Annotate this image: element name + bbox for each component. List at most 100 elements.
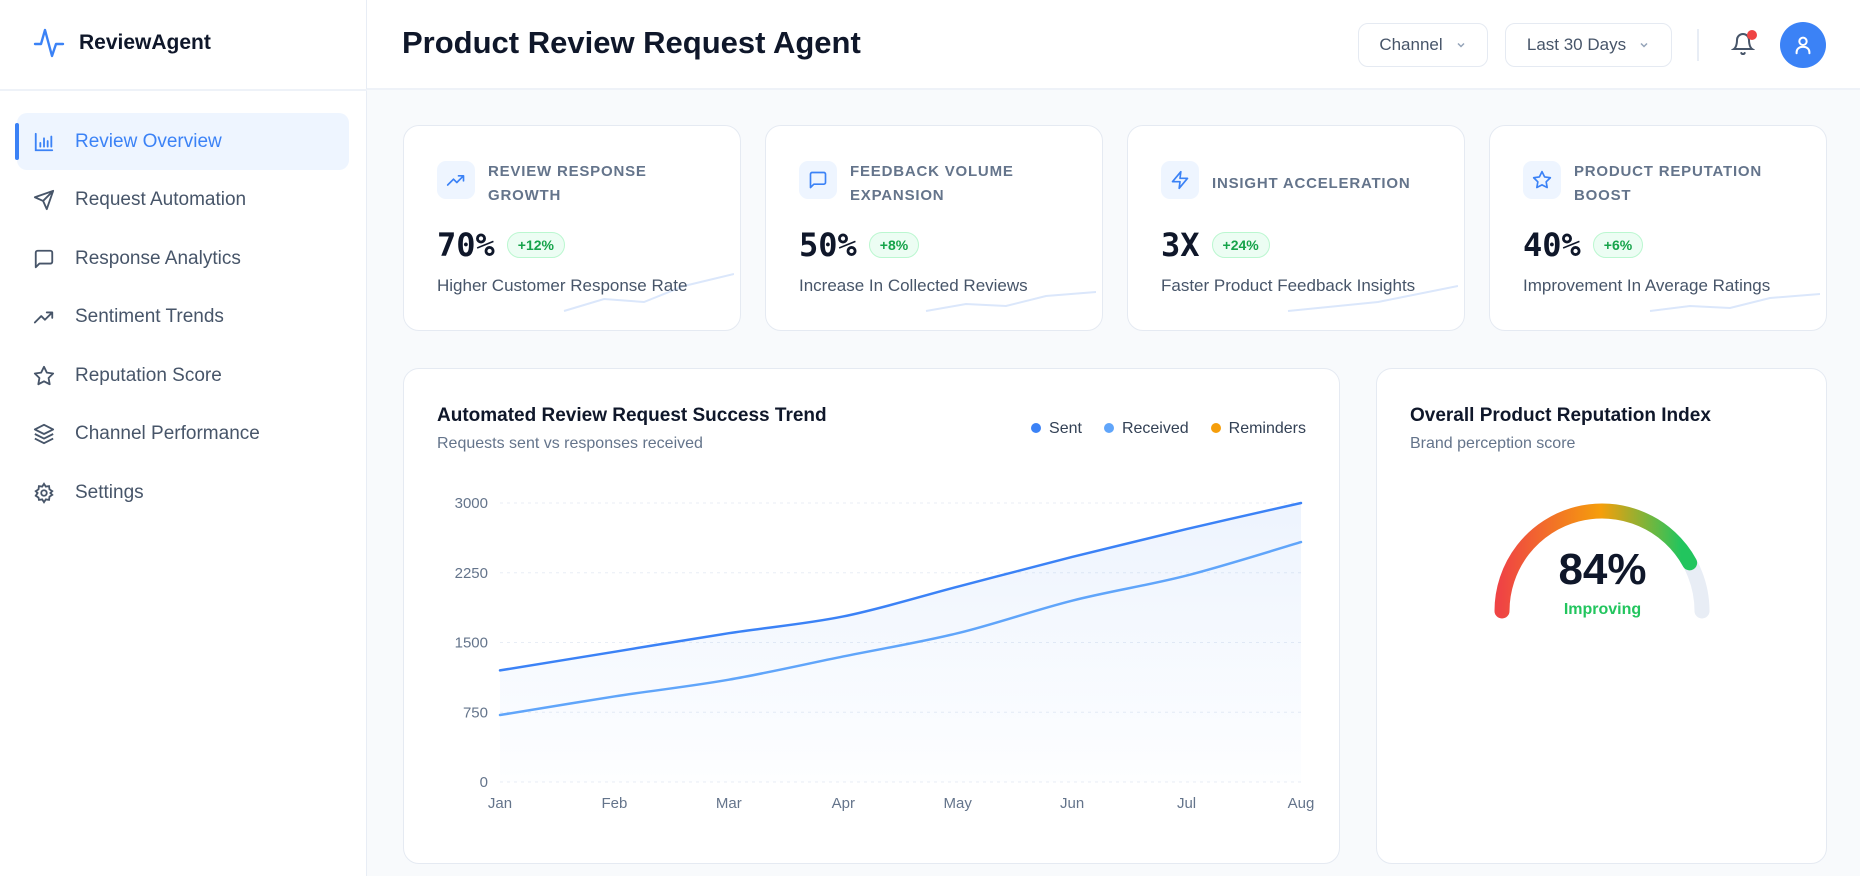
channel-dropdown-label: Channel <box>1379 35 1443 54</box>
x-tick-label: Apr <box>832 795 855 812</box>
divider <box>1697 29 1699 61</box>
legend-item-received[interactable]: Received <box>1103 420 1189 438</box>
kpi-icon-box <box>437 161 475 199</box>
gear-icon <box>34 481 54 504</box>
gauge-fill <box>1494 503 1698 619</box>
legend-label: Received <box>1121 420 1189 437</box>
sparkline <box>1287 285 1458 312</box>
gauge-subtitle: Brand perception score <box>1410 435 1576 452</box>
x-tick-label: Jun <box>1060 795 1084 812</box>
layers-icon <box>33 423 55 445</box>
chevron-down-icon <box>1457 42 1465 48</box>
y-tick-label: 1500 <box>455 635 488 652</box>
sidebar-item-sentiment-trends[interactable]: Sentiment Trends <box>17 289 349 346</box>
kpi-description: Higher Customer Response Rate <box>437 276 688 295</box>
kpi-icon-box <box>1523 161 1561 199</box>
kpi-label: Product Reputation Boost <box>1574 163 1763 204</box>
y-tick-label: 0 <box>480 774 488 791</box>
sidebar-item-label: Settings <box>75 481 144 503</box>
kpi-card-insight-acceleration: Insight Acceleration 3X +24% Faster Produ… <box>1127 125 1465 331</box>
kpi-label: Feedback Volume Expansion <box>850 163 1014 204</box>
kpi-value: 3X <box>1161 226 1200 264</box>
sidebar-item-label: Response Analytics <box>75 247 241 269</box>
kpi-label: Review Response Growth <box>488 163 647 204</box>
legend-label: Sent <box>1049 420 1082 437</box>
notification-dot <box>1747 30 1757 40</box>
chart-title: Automated Review Request Success Trend <box>437 405 827 426</box>
y-tick-label: 3000 <box>455 495 488 512</box>
kpi-value-row: 3X +24% <box>1161 226 1270 264</box>
series-line-sent <box>498 501 1303 672</box>
logo[interactable]: ReviewAgent <box>33 26 211 60</box>
kpi-value-row: 40% +6% <box>1523 226 1644 264</box>
x-tick-label: Feb <box>601 795 627 812</box>
kpi-card-reputation-boost: Product Reputation Boost 40% +6% Improvem… <box>1489 125 1827 331</box>
legend-item-reminders[interactable]: Reminders <box>1210 420 1306 438</box>
app-name: ReviewAgent <box>79 31 211 54</box>
kpi-description: Increase In Collected Reviews <box>799 276 1028 295</box>
sidebar-item-channel-performance[interactable]: Channel Performance <box>17 406 349 463</box>
sparkline <box>563 273 734 312</box>
message-square-icon <box>809 171 827 189</box>
y-tick-label: 750 <box>463 704 488 721</box>
sidebar-item-reputation-score[interactable]: Reputation Score <box>17 347 349 404</box>
activity-icon <box>33 28 65 58</box>
kpi-icon-box <box>1161 161 1199 199</box>
kpi-icon-box <box>799 161 837 199</box>
user-icon <box>1795 36 1811 55</box>
zap-icon <box>1171 170 1189 190</box>
reputation-gauge <box>1494 503 1710 619</box>
sidebar-item-label: Channel Performance <box>75 423 260 444</box>
sparkline <box>925 291 1096 312</box>
message-square-icon <box>34 249 54 268</box>
kpi-label: Insight Acceleration <box>1212 175 1411 192</box>
kpi-value: 70% <box>437 226 495 264</box>
x-tick-label: Mar <box>716 795 742 812</box>
header: Product Review Request Agent Channel Las… <box>367 0 1860 90</box>
gauge-value: 84% <box>1558 545 1647 594</box>
sidebar-item-settings[interactable]: Settings <box>17 464 349 521</box>
kpi-card-response-growth: Review Response Growth 70% +12% Higher Cu… <box>403 125 741 331</box>
series-line-received <box>498 540 1303 717</box>
gauge-title: Overall Product Reputation Index <box>1410 405 1711 426</box>
avatar[interactable] <box>1780 22 1826 68</box>
legend-item-sent[interactable]: Sent <box>1031 420 1082 438</box>
legend-swatch <box>1103 423 1114 433</box>
sidebar-item-review-overview[interactable]: Review Overview <box>15 113 349 170</box>
trending-up-icon <box>33 311 54 324</box>
sidebar-nav: Review Overview Request Automation Respo… <box>15 113 349 523</box>
page-title: Product Review Request Agent <box>402 25 861 60</box>
sidebar-item-response-analytics[interactable]: Response Analytics <box>17 230 349 287</box>
y-tick-label: 2250 <box>455 565 488 582</box>
legend-label: Reminders <box>1228 420 1306 437</box>
kpi-value-row: 70% +12% <box>437 226 565 264</box>
x-tick-label: May <box>944 795 973 812</box>
sidebar-item-label: Review Overview <box>75 130 222 152</box>
kpi-description: Improvement In Average Ratings <box>1523 276 1771 295</box>
kpi-description: Faster Product Feedback Insights <box>1161 276 1416 295</box>
trending-up-icon <box>446 175 465 186</box>
kpi-value-row: 50% +8% <box>799 226 920 264</box>
trend-chart-card: Automated Review Request Success Trend R… <box>403 368 1340 864</box>
chevron-down-icon <box>1640 42 1648 48</box>
chart-subtitle: Requests sent vs responses received <box>437 435 703 452</box>
divider <box>0 89 367 91</box>
send-icon <box>33 189 55 211</box>
delta-badge: +8% <box>868 232 920 258</box>
sidebar: ReviewAgent Review Overview Request Auto… <box>0 0 367 876</box>
sidebar-item-request-automation[interactable]: Request Automation <box>17 172 349 229</box>
legend-swatch <box>1210 423 1221 433</box>
bar-chart-icon <box>34 132 54 151</box>
x-tick-label: Jan <box>488 795 512 812</box>
kpi-value: 40% <box>1523 226 1581 264</box>
star-icon <box>1532 170 1552 189</box>
line-chart: 0 750 1500 2250 3000 Jan Feb Mar Apr May Jun Jul Aug <box>455 495 1315 812</box>
x-tick-label: Jul <box>1177 795 1196 812</box>
bell-icon[interactable] <box>1731 32 1755 56</box>
gauge-status: Improving <box>1563 601 1642 618</box>
delta-badge: +24% <box>1211 232 1270 258</box>
date-range-label: Last 30 Days <box>1526 35 1627 54</box>
date-range-dropdown[interactable]: Last 30 Days <box>1505 23 1672 67</box>
channel-dropdown[interactable]: Channel <box>1358 23 1488 67</box>
area-sent <box>500 503 1301 782</box>
